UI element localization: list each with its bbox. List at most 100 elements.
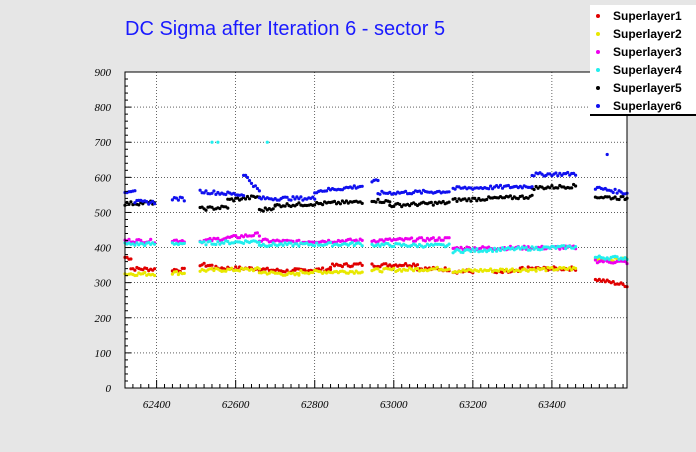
data-point <box>202 240 206 244</box>
data-point <box>295 242 299 246</box>
legend-label: Superlayer4 <box>613 63 682 77</box>
data-point <box>408 204 412 208</box>
data-point <box>410 236 414 240</box>
data-point <box>325 189 329 193</box>
axes: 0 100 200 300 400 500 600 700 800 900 62400 62600 62… <box>94 67 624 411</box>
legend-label: Superlayer1 <box>613 9 682 23</box>
data-point <box>218 206 222 211</box>
data-point <box>611 280 615 284</box>
y-tick-label: 600 <box>95 172 112 184</box>
data-point <box>321 203 325 207</box>
plot-frame <box>124 71 628 389</box>
data-point <box>247 197 252 201</box>
data-point <box>129 200 133 204</box>
data-point <box>370 262 374 266</box>
data-point <box>265 238 269 242</box>
plot-area <box>125 72 627 388</box>
data-point <box>226 239 230 244</box>
data-point <box>269 243 273 248</box>
data-point <box>415 245 420 249</box>
data-point <box>249 181 254 185</box>
data-point <box>435 238 439 242</box>
data-point <box>564 247 568 251</box>
data-point <box>350 186 354 190</box>
data-point <box>556 174 560 178</box>
data-point <box>417 189 422 193</box>
data-point <box>313 203 317 207</box>
data-point <box>358 242 362 246</box>
data-point <box>548 172 552 176</box>
data-point <box>212 189 216 193</box>
y-tick-label: 500 <box>95 207 112 219</box>
data-point <box>376 197 380 201</box>
data-point-outlier <box>605 152 609 157</box>
data-point <box>176 198 180 202</box>
data-point <box>360 184 364 188</box>
y-tick-label: 300 <box>94 278 112 290</box>
data-point <box>412 269 416 273</box>
data-point <box>214 192 218 196</box>
data-point <box>607 257 611 261</box>
data-point <box>208 239 212 243</box>
data-point <box>554 246 558 250</box>
data-point <box>141 202 145 206</box>
data-point <box>400 269 404 273</box>
data-point <box>504 267 508 271</box>
data-point <box>182 266 186 270</box>
x-tick-label: 63000 <box>380 399 408 411</box>
data-point-outlier <box>210 140 214 144</box>
data-point <box>463 197 467 201</box>
data-point <box>315 241 319 245</box>
data-point <box>380 270 384 274</box>
data-point <box>520 194 524 198</box>
data-point <box>542 266 546 270</box>
data-point <box>441 199 445 204</box>
data-point <box>392 204 396 208</box>
data-point <box>613 195 617 199</box>
data-point <box>289 198 293 202</box>
data-point <box>224 192 228 197</box>
data-point <box>532 247 536 251</box>
data-point <box>313 244 317 248</box>
data-point <box>615 255 619 259</box>
data-point <box>550 266 554 270</box>
data-point <box>263 206 267 210</box>
data-point <box>299 269 303 273</box>
data-point <box>388 200 392 204</box>
data-point <box>574 266 578 270</box>
y-tick-label: 900 <box>95 67 112 79</box>
data-point <box>459 245 463 249</box>
data-point <box>453 197 457 201</box>
data-point <box>350 241 354 245</box>
y-tick-label: 200 <box>95 313 112 325</box>
data-point <box>453 187 457 191</box>
data-point <box>321 266 325 270</box>
data-point <box>611 190 615 195</box>
data-point <box>413 239 418 243</box>
data-point <box>508 194 512 198</box>
data-point <box>528 248 532 252</box>
data-point <box>344 262 348 266</box>
data-point <box>516 245 520 249</box>
data-point <box>495 249 499 253</box>
data-point <box>613 187 617 191</box>
data-point <box>133 243 137 247</box>
data-point <box>489 267 493 271</box>
data-point <box>127 202 131 206</box>
data-point <box>500 186 505 190</box>
data-point <box>574 245 578 249</box>
data-point <box>143 243 147 248</box>
data-point <box>313 197 317 201</box>
data-point <box>455 199 459 203</box>
data-point <box>180 196 184 200</box>
data-point <box>145 266 149 271</box>
data-point <box>558 247 562 251</box>
data-point <box>135 273 139 277</box>
data-point <box>568 266 572 270</box>
data-point <box>431 203 435 207</box>
data-point <box>257 189 261 193</box>
data-point <box>615 191 619 195</box>
data-point <box>328 241 333 245</box>
data-point <box>257 234 261 238</box>
data-point <box>498 248 503 253</box>
